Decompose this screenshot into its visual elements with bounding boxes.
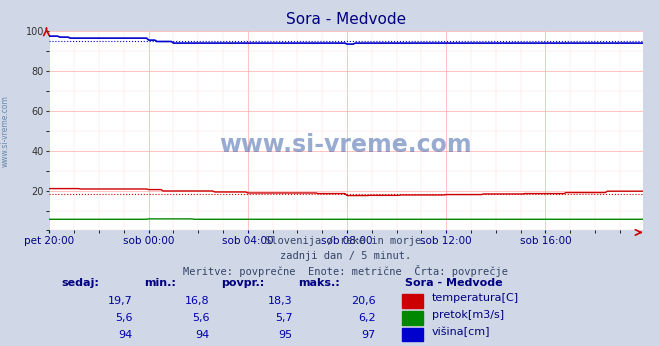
Text: 19,7: 19,7 (107, 297, 132, 307)
Text: sedaj:: sedaj: (61, 279, 99, 289)
Text: maks.:: maks.: (299, 279, 340, 289)
Text: Sora - Medvode: Sora - Medvode (405, 279, 503, 289)
Text: višina[cm]: višina[cm] (432, 326, 490, 337)
Text: 6,2: 6,2 (358, 313, 376, 323)
Text: Meritve: povprečne  Enote: metrične  Črta: povprečje: Meritve: povprečne Enote: metrične Črta:… (183, 265, 509, 277)
Text: 94: 94 (118, 330, 132, 340)
FancyBboxPatch shape (402, 311, 423, 325)
Text: zadnji dan / 5 minut.: zadnji dan / 5 minut. (280, 251, 412, 261)
Text: 5,6: 5,6 (115, 313, 132, 323)
Text: 20,6: 20,6 (351, 297, 376, 307)
Text: www.si-vreme.com: www.si-vreme.com (1, 95, 10, 167)
Text: 97: 97 (361, 330, 376, 340)
Text: www.si-vreme.com: www.si-vreme.com (219, 133, 473, 157)
Text: povpr.:: povpr.: (221, 279, 265, 289)
Text: 18,3: 18,3 (268, 297, 293, 307)
Text: 5,7: 5,7 (275, 313, 293, 323)
Text: pretok[m3/s]: pretok[m3/s] (432, 310, 504, 320)
Text: temperatura[C]: temperatura[C] (432, 293, 519, 303)
Text: 94: 94 (195, 330, 210, 340)
Text: Slovenija / reke in morje.: Slovenija / reke in morje. (265, 236, 427, 246)
Text: 95: 95 (279, 330, 293, 340)
Title: Sora - Medvode: Sora - Medvode (286, 12, 406, 27)
Text: min.:: min.: (144, 279, 176, 289)
Text: 16,8: 16,8 (185, 297, 210, 307)
FancyBboxPatch shape (402, 294, 423, 308)
FancyBboxPatch shape (402, 328, 423, 342)
Text: 5,6: 5,6 (192, 313, 210, 323)
